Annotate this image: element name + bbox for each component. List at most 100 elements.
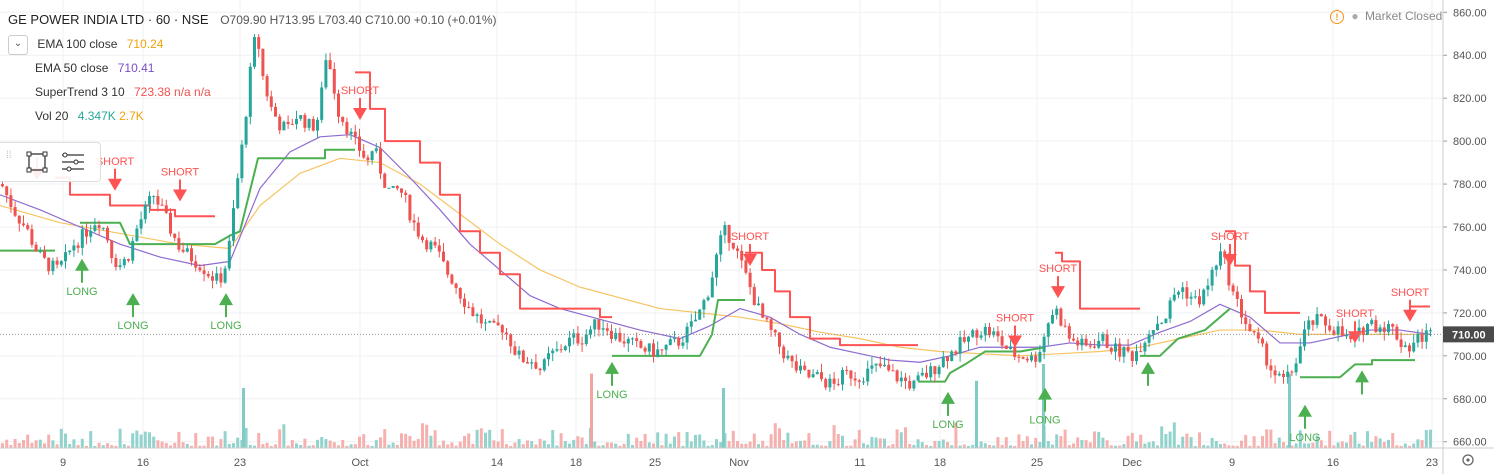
settings-gear-icon[interactable] [1462, 454, 1474, 466]
volume-bar [139, 434, 143, 448]
volume-bar [639, 440, 643, 448]
volume-bar [211, 436, 214, 448]
candle-body [1290, 371, 1294, 373]
volume-bar [916, 439, 920, 448]
volume-bar [950, 445, 954, 448]
price-axis[interactable]: 660.00 680.00 700.00 720.00 740.00 760.00 780.… [1442, 0, 1487, 474]
volume-bar [757, 444, 760, 448]
time-axis[interactable]: 9 16 23 Oct 14 18 25 Nov 11 18 25 Dec 9 16 23 [0, 447, 1494, 469]
volume-bar [1109, 445, 1113, 448]
volume-bar [9, 445, 13, 448]
symbol-title[interactable]: GE POWER INDIA LTD · 60 · NSE [8, 12, 209, 27]
short-arrow-icon [1008, 335, 1022, 348]
candle-body [1017, 356, 1021, 358]
volume-bar [878, 438, 882, 448]
candle-body [152, 196, 156, 198]
volume-bar [1374, 436, 1378, 448]
candle-body [904, 377, 907, 381]
supertrend-down [1055, 251, 1140, 310]
indicator-name: EMA 50 close [35, 61, 109, 75]
volume-bar [618, 445, 622, 448]
volume-bar [110, 445, 114, 448]
axis-bottom-right-corner[interactable] [1462, 454, 1474, 466]
candle-body [471, 307, 475, 317]
candle-body [421, 236, 424, 241]
volume-bar [555, 445, 559, 448]
x-tick-label: 25 [1031, 457, 1043, 469]
candle-body [631, 338, 634, 340]
volume-bar [874, 437, 878, 448]
settings-gear-center [1466, 458, 1470, 462]
volume-bar [715, 439, 718, 448]
supertrend-lines [0, 71, 1430, 383]
candle-body [647, 343, 651, 352]
volume-bar [1004, 437, 1008, 448]
candle-body [1387, 324, 1390, 333]
volume-bar [1214, 441, 1218, 448]
volume-bar [227, 443, 231, 448]
candle-body [303, 115, 307, 128]
volume-bar [1429, 429, 1432, 448]
candle-body [1130, 351, 1134, 362]
candle-body [181, 249, 185, 252]
volume-bar [316, 439, 319, 448]
list-lines-icon[interactable] [58, 148, 88, 176]
volume-bar [299, 444, 303, 448]
candle-body [34, 244, 38, 252]
volume-bar [206, 436, 210, 448]
candle-body [1004, 345, 1008, 349]
legend-volume[interactable]: Vol 20 4.347K 2.7K [8, 104, 497, 128]
candle-body [509, 334, 513, 347]
grip-icon[interactable]: ⁞⁞ [6, 150, 12, 161]
volume-bar [17, 442, 21, 448]
candle-body [811, 374, 815, 378]
volume-bar [97, 442, 101, 448]
candle-body [156, 196, 160, 205]
volume-bar [1391, 433, 1395, 448]
volume-bar [1378, 438, 1382, 448]
legend-ema50[interactable]: EMA 50 close 710.41 [8, 56, 497, 80]
volume-bar [857, 429, 861, 448]
supertrend-up [1300, 359, 1415, 379]
chevron-down-icon[interactable]: ⌄ [8, 34, 28, 55]
volume-bar [198, 445, 202, 448]
volume-bar [223, 431, 227, 448]
volume-bar [887, 445, 891, 448]
candle-body [26, 225, 30, 230]
candle-body [1181, 287, 1185, 292]
candle-body [971, 330, 975, 337]
market-status[interactable]: ! ● Market Closed [1330, 9, 1442, 24]
candle-body [1168, 300, 1172, 319]
short-arrow-icon [1051, 286, 1065, 299]
volume-bar [631, 444, 634, 448]
rectangle-icon[interactable] [22, 148, 52, 176]
volume-bar [727, 441, 731, 448]
x-tick-label: 9 [1229, 457, 1235, 469]
legend-supertrend[interactable]: SuperTrend 3 10 723.38 n/a n/a [8, 80, 497, 104]
candle-body [1240, 298, 1243, 318]
candle-body [950, 351, 954, 362]
volume-bar [1038, 442, 1042, 448]
candle-body [555, 349, 559, 351]
volume-bar [500, 429, 504, 448]
long-arrow-icon [605, 361, 619, 374]
drawing-toolbar[interactable]: ⁞⁞ [0, 142, 101, 182]
volume-bar [664, 433, 668, 448]
volume-bar [244, 427, 248, 448]
candle-body [114, 257, 118, 268]
legend-ema100[interactable]: ⌄ EMA 100 close 710.24 [8, 32, 497, 56]
candle-body [841, 370, 844, 385]
candle-body [1269, 365, 1273, 371]
candle-body [22, 223, 25, 226]
volume-bar [521, 444, 525, 448]
candle-body [1328, 325, 1332, 331]
volume-bar [1303, 443, 1306, 448]
y-tick-label: 660.00 [1453, 437, 1487, 449]
price-tag: 710.00 [0, 326, 1494, 343]
y-tick-label: 780.00 [1453, 179, 1487, 191]
volume-bar [1357, 443, 1361, 448]
candle-body [1034, 355, 1038, 362]
volume-bar [395, 444, 399, 448]
